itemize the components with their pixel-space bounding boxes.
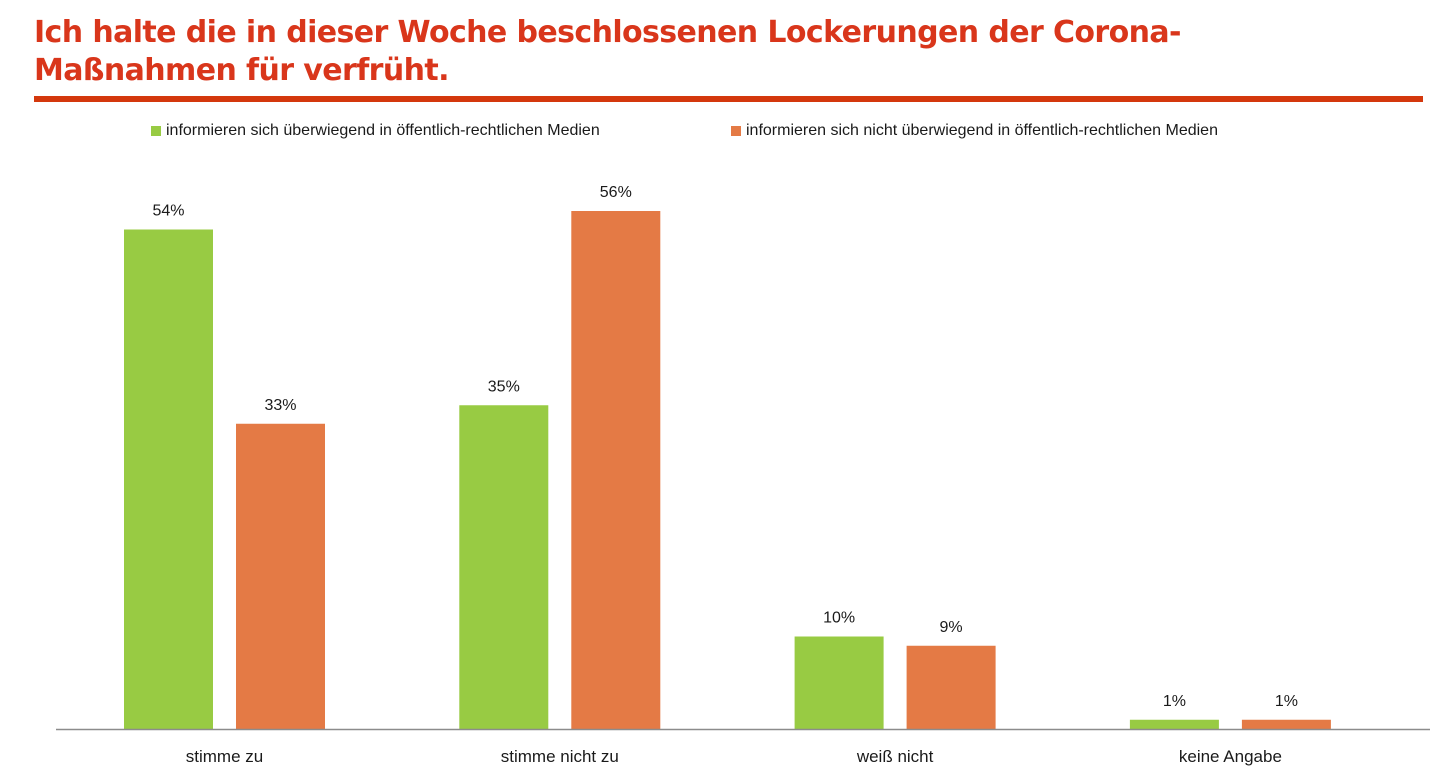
data-label: 56% bbox=[600, 184, 632, 201]
data-label: 54% bbox=[152, 203, 184, 220]
chart-title-line-1: Ich halte die in dieser Woche beschlosse… bbox=[34, 15, 1181, 50]
bar-green-1 bbox=[459, 405, 549, 729]
bar-green-2 bbox=[794, 636, 884, 729]
bar-orange-2 bbox=[906, 645, 996, 729]
data-label: 1% bbox=[1163, 693, 1186, 710]
data-label: 1% bbox=[1275, 693, 1298, 710]
data-label: 9% bbox=[940, 619, 963, 636]
category-label: stimme zu bbox=[186, 747, 263, 766]
bar-green-0 bbox=[124, 229, 213, 729]
chart-title: Ich halte die in dieser Woche beschlosse… bbox=[34, 14, 1424, 90]
data-label: 35% bbox=[488, 378, 520, 395]
category-label: stimme nicht zu bbox=[501, 747, 619, 766]
legend-item-series-1: informieren sich überwiegend in öffentli… bbox=[151, 122, 600, 140]
legend-swatch-orange bbox=[731, 126, 741, 136]
bar-green-3 bbox=[1129, 719, 1219, 729]
bar-orange-3 bbox=[1241, 719, 1331, 729]
data-label: 33% bbox=[264, 397, 296, 414]
data-label: 10% bbox=[823, 610, 855, 627]
bar-orange-0 bbox=[236, 423, 325, 729]
legend-label-series-2: informieren sich nicht überwiegend in öf… bbox=[746, 122, 1218, 139]
legend-swatch-green bbox=[151, 126, 161, 136]
legend-label-series-1: informieren sich überwiegend in öffentli… bbox=[166, 122, 600, 139]
chart-legend: informieren sich überwiegend in öffentli… bbox=[0, 122, 1450, 144]
bar-orange-1 bbox=[571, 211, 661, 729]
chart-title-line-2: Maßnahmen für verfrüht. bbox=[34, 53, 449, 88]
title-underline bbox=[34, 96, 1423, 102]
category-label: keine Angabe bbox=[1179, 747, 1282, 766]
category-label: weiß nicht bbox=[856, 747, 934, 766]
legend-item-series-2: informieren sich nicht überwiegend in öf… bbox=[731, 122, 1218, 140]
